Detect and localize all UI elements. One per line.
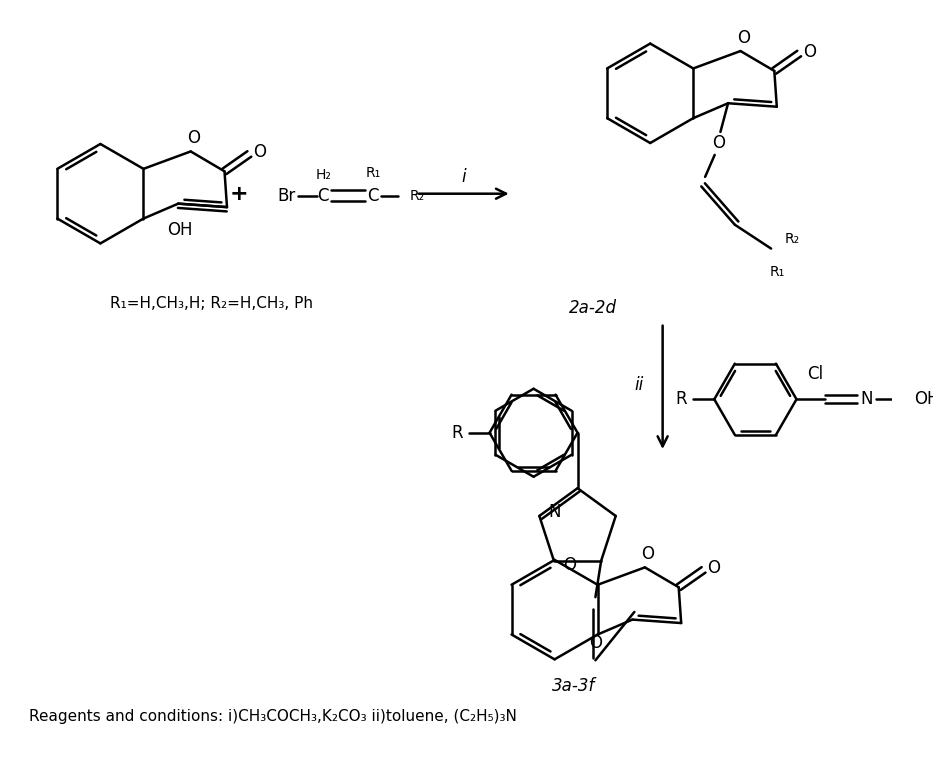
Text: i: i xyxy=(462,169,466,186)
Text: R: R xyxy=(675,390,688,408)
Text: 3a-3f: 3a-3f xyxy=(552,677,595,695)
Text: O: O xyxy=(707,559,720,577)
Text: O: O xyxy=(737,28,750,47)
Text: N: N xyxy=(549,503,561,521)
Text: R₁: R₁ xyxy=(769,265,785,278)
Text: C: C xyxy=(368,186,379,205)
Text: O: O xyxy=(254,143,267,161)
Text: OH: OH xyxy=(914,390,933,408)
Text: O: O xyxy=(589,634,602,652)
Text: ii: ii xyxy=(634,376,644,394)
Text: O: O xyxy=(712,134,725,153)
Text: +: + xyxy=(230,184,248,204)
Text: N: N xyxy=(860,390,872,408)
Text: C: C xyxy=(317,186,329,205)
Text: R₂: R₂ xyxy=(785,232,800,246)
Text: OH: OH xyxy=(167,222,193,239)
Text: R₂: R₂ xyxy=(410,189,425,202)
Text: O: O xyxy=(187,129,200,147)
Text: R: R xyxy=(452,423,463,442)
Text: Cl: Cl xyxy=(808,365,824,384)
Text: R₁: R₁ xyxy=(366,166,381,179)
Text: Reagents and conditions: i)CH₃COCH₃,K₂CO₃ ii)toluene, (C₂H₅)₃N: Reagents and conditions: i)CH₃COCH₃,K₂CO… xyxy=(29,709,517,724)
Text: Br: Br xyxy=(277,186,296,205)
Text: 2a-2d: 2a-2d xyxy=(569,299,617,318)
Text: O: O xyxy=(641,545,654,563)
Text: O: O xyxy=(803,43,816,61)
Text: O: O xyxy=(563,555,576,574)
Text: R₁=H,CH₃,H; R₂=H,CH₃, Ph: R₁=H,CH₃,H; R₂=H,CH₃, Ph xyxy=(110,296,313,311)
Text: H₂: H₂ xyxy=(315,167,331,182)
